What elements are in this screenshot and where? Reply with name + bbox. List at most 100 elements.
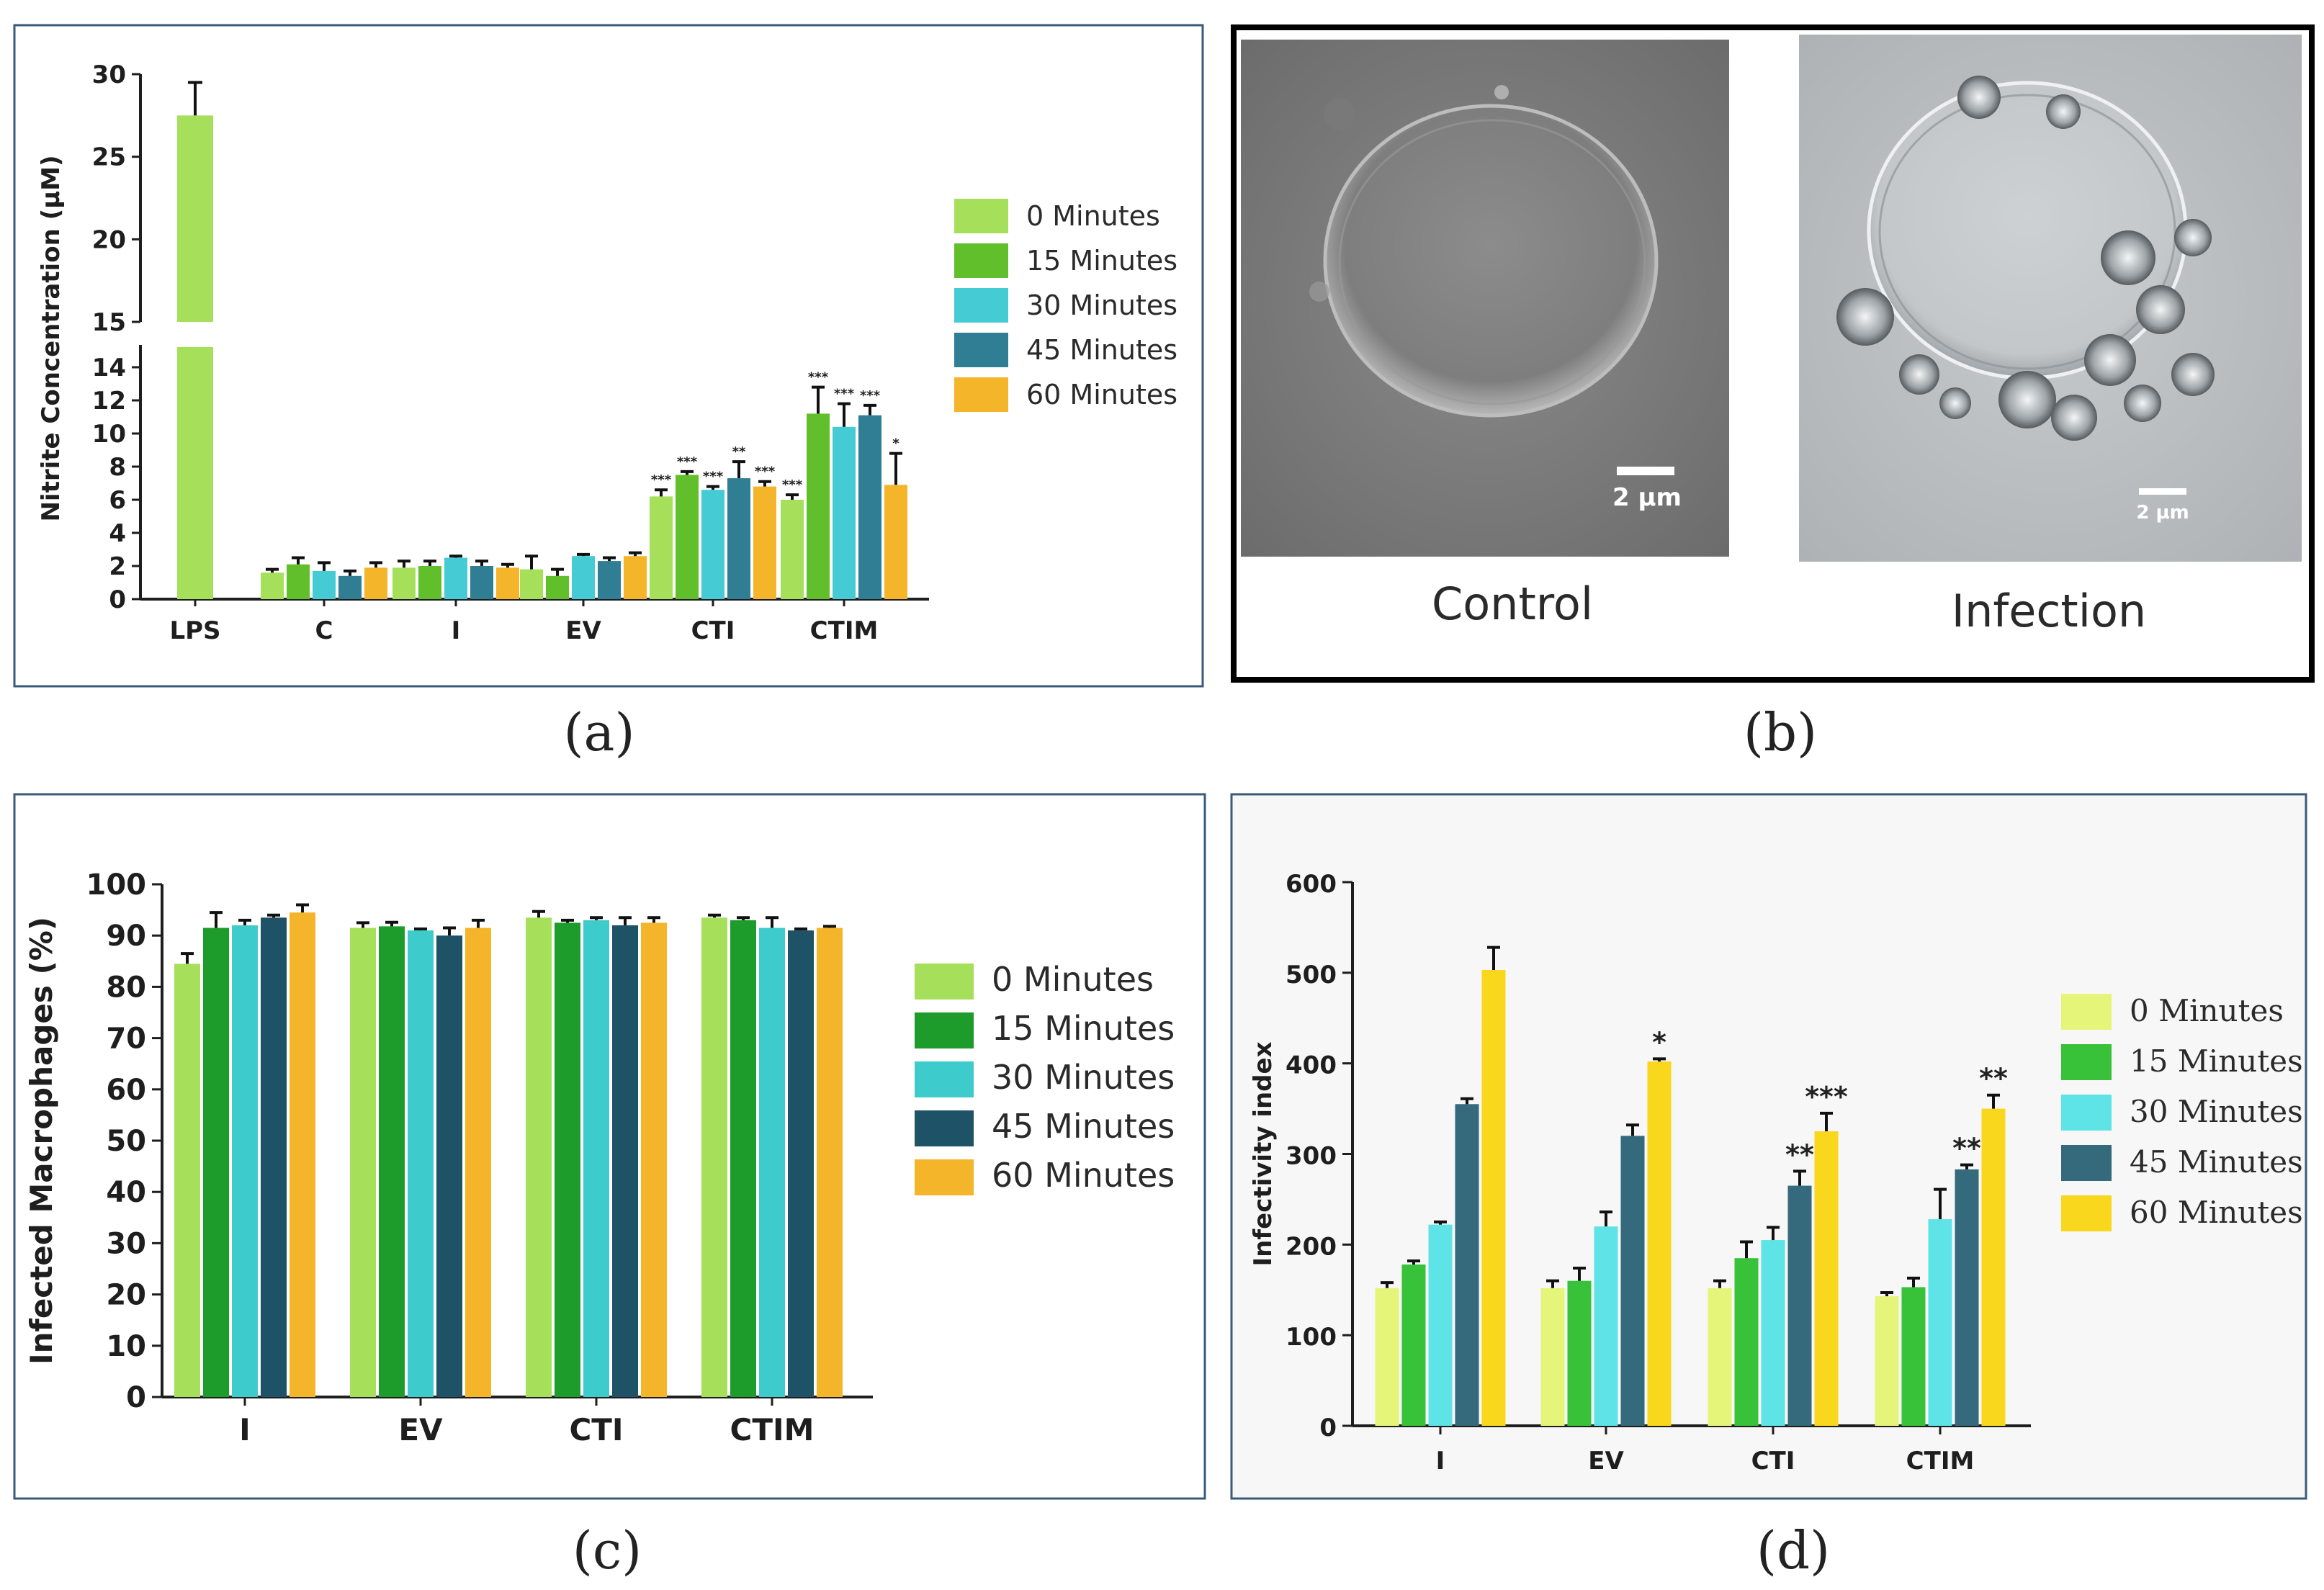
legend-label: 0 Minutes [2130, 993, 2284, 1028]
bar [436, 935, 462, 1397]
y-tick-label: 20 [106, 1279, 146, 1312]
panel-c-label: (c) [573, 1520, 642, 1581]
legend-label: 15 Minutes [1026, 245, 1177, 277]
bar [1375, 1288, 1399, 1426]
significance-marker: *** [651, 472, 672, 488]
significance-marker: *** [808, 370, 829, 385]
bar [392, 567, 416, 599]
legend-swatch [2061, 1095, 2112, 1131]
y-tick-label: 30 [92, 60, 126, 89]
legend-label: 30 Minutes [2130, 1094, 2303, 1129]
infection-scale-label: 2 µm [2136, 502, 2189, 524]
bar [350, 928, 376, 1397]
bar [1481, 970, 1506, 1426]
y-tick-label: 8 [109, 453, 126, 482]
parasite [2084, 334, 2136, 386]
y-tick-label: 400 [1286, 1051, 1337, 1080]
bar [753, 486, 776, 599]
y-tick-label: 70 [106, 1023, 146, 1056]
significance-marker: *** [834, 387, 855, 402]
y-tick-label: 30 [106, 1227, 146, 1260]
bar [546, 575, 569, 599]
legend-swatch [2061, 1145, 2112, 1181]
control-scale-label: 2 µm [1612, 483, 1682, 512]
bar [612, 925, 638, 1397]
bar [290, 912, 315, 1397]
y-tick-label: 300 [1286, 1142, 1337, 1171]
bar [1647, 1061, 1672, 1426]
y-tick-label: 20 [92, 225, 126, 254]
x-tick-label: EV [565, 616, 601, 645]
significance-marker: ** [1785, 1138, 1814, 1170]
bar [701, 917, 727, 1397]
x-tick-label: CTI [1751, 1447, 1795, 1476]
panel-b-label: (b) [1744, 702, 1817, 763]
control-caption: Control [1432, 578, 1593, 630]
legend-swatch [954, 377, 1008, 412]
bar [555, 922, 580, 1397]
bar [174, 964, 200, 1397]
bar [624, 556, 647, 599]
bar [759, 928, 785, 1397]
y-axis-title: Nitrite Concentration (µM) [37, 155, 66, 521]
bar [364, 567, 387, 599]
legend-label: 45 Minutes [1026, 334, 1177, 366]
legend-swatch [2061, 1044, 2112, 1080]
parasite [1836, 288, 1894, 346]
y-axis-title: Infectivity index [1249, 1041, 1278, 1266]
panel-d-chart: 0 100 200 300 400 500 600 Infectivity index I EV *… [1249, 870, 2303, 1476]
bar [1761, 1240, 1785, 1426]
bar [650, 496, 673, 599]
bar [444, 557, 467, 599]
bar [1620, 1136, 1645, 1426]
legend-label: 30 Minutes [1026, 289, 1177, 321]
bar [727, 478, 750, 599]
bar [203, 928, 229, 1397]
significance-marker: ** [1952, 1133, 1981, 1164]
y-tick-label: 0 [1319, 1414, 1337, 1442]
bar [730, 920, 756, 1397]
bar [1567, 1280, 1592, 1426]
bar [788, 930, 814, 1397]
significance-marker: ** [732, 444, 746, 459]
y-tick-label: 2 [109, 552, 126, 581]
legend-swatch [915, 1061, 974, 1097]
y-tick-label: 0 [126, 1381, 146, 1414]
parasite [2124, 385, 2161, 422]
bar [1814, 1131, 1839, 1426]
infection-caption: Infection [1952, 585, 2146, 637]
bar [858, 415, 881, 599]
y-tick-label: 4 [109, 519, 126, 548]
infection-cell-membrane [1878, 94, 2176, 370]
significance-marker: *** [1805, 1081, 1848, 1113]
x-tick-label: EV [398, 1412, 443, 1447]
control-debris [1324, 98, 1355, 130]
significance-marker: *** [677, 454, 698, 470]
legend-label: 0 Minutes [992, 960, 1154, 999]
x-tick-label: LPS [169, 616, 220, 645]
y-tick-label: 600 [1286, 870, 1337, 899]
bar [1708, 1288, 1732, 1426]
y-tick-label: 90 [106, 920, 146, 953]
y-tick-label: 14 [92, 354, 126, 382]
bar [470, 566, 493, 599]
panel-a-label: (a) [563, 702, 634, 763]
significance-marker: * [1652, 1026, 1666, 1058]
panel-a-chart: 0 2 4 6 8 10 12 14 15 20 25 30 Nitrite Concentration… [37, 60, 1177, 645]
legend-label: 45 Minutes [2130, 1144, 2303, 1180]
legend-label: 60 Minutes [1026, 379, 1177, 410]
parasite [1939, 387, 1971, 419]
x-tick-label: CTI [569, 1412, 623, 1447]
significance-marker: * [892, 436, 899, 452]
bar [1981, 1108, 2006, 1426]
bar [408, 930, 434, 1397]
parasite [2101, 230, 2155, 285]
legend-label: 60 Minutes [992, 1156, 1175, 1195]
bar-lps-upper [177, 115, 213, 323]
bar [1734, 1258, 1759, 1426]
significance-marker: *** [755, 464, 776, 480]
legend-swatch [954, 333, 1008, 367]
significance-marker: *** [860, 388, 881, 403]
x-tick-label: CTIM [730, 1412, 815, 1447]
panel-c-chart: 0 10 20 30 40 50 60 70 80 90 100 Infected Macrophag… [24, 868, 1175, 1447]
